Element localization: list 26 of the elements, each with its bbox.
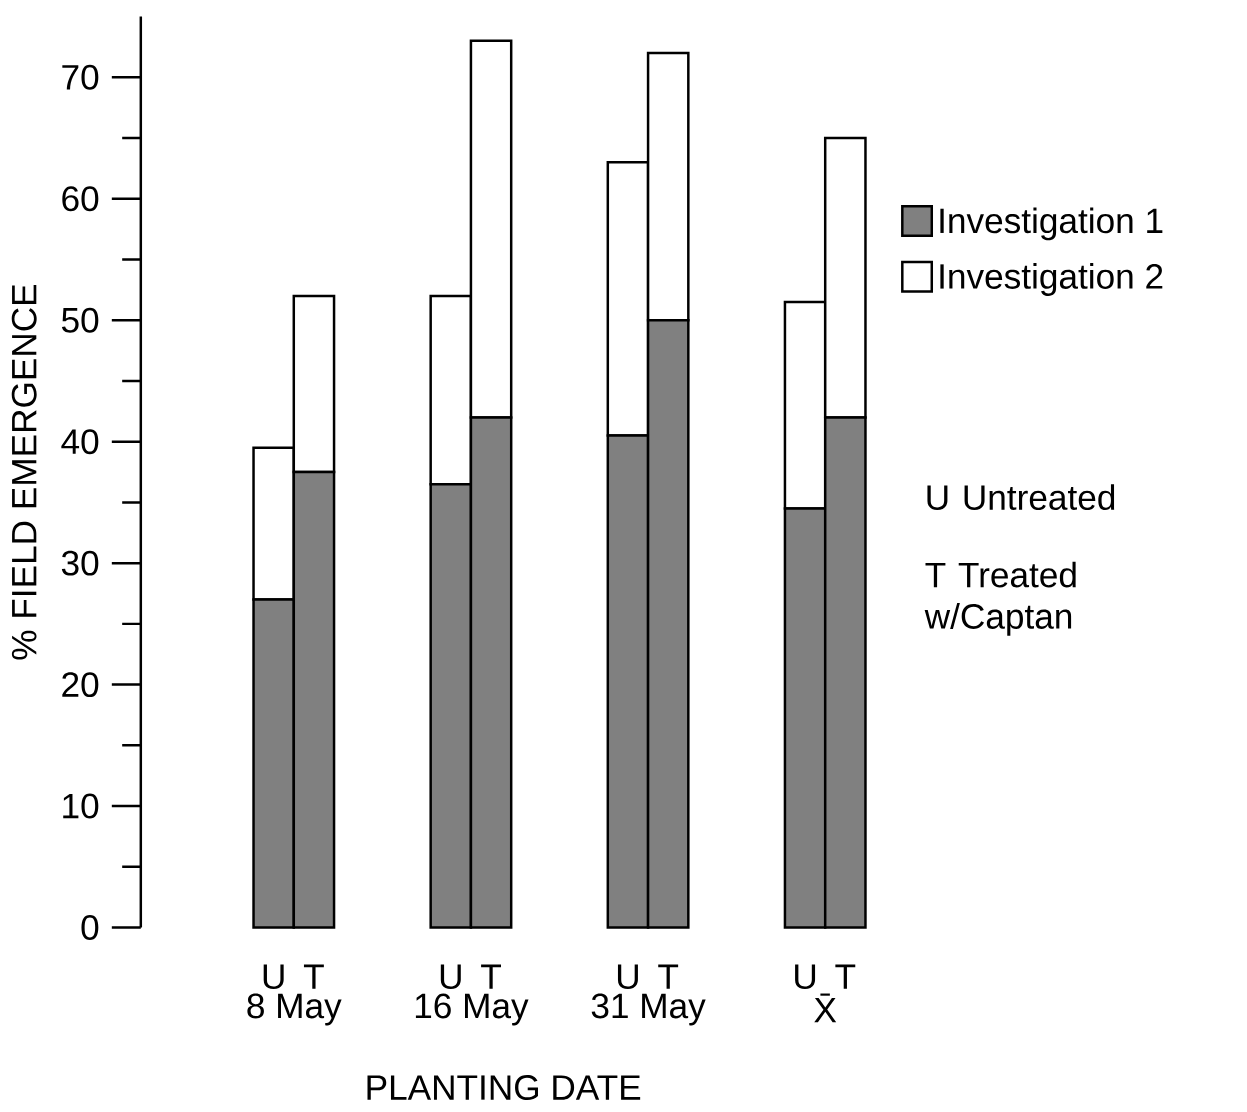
x-tick-label: U	[440, 964, 461, 990]
y-tick-label: 0	[81, 915, 99, 941]
y-tick-label: 40	[61, 429, 99, 455]
text: U Untreated	[927, 484, 1115, 511]
text: 31 May	[591, 993, 706, 1026]
x-tick-label: T	[658, 964, 679, 989]
y-tick-label: 30	[61, 550, 99, 576]
x-tick-label: T	[303, 964, 324, 989]
x-tick-label: U	[263, 964, 284, 990]
x-axis-title: PLANTING DATE	[367, 1075, 641, 1101]
x-tick-label: T	[835, 964, 856, 989]
x-tick-label: U	[795, 964, 816, 990]
text: T Treated w/Captan	[924, 561, 1076, 636]
y-tick-label: 10	[63, 793, 99, 819]
text: 16 May	[415, 993, 529, 1026]
text: X̄	[814, 993, 837, 1023]
text: 8 May	[247, 993, 342, 1026]
x-tick-label: T	[481, 964, 501, 989]
y-tick-label: 50	[61, 307, 99, 333]
legend-label: Investigation 2	[940, 263, 1163, 297]
y-tick-label: 60	[62, 186, 99, 212]
y-tick-label: 20	[62, 672, 99, 698]
legend-label: Investigation 1	[940, 207, 1163, 241]
y-tick-label: 70	[62, 64, 99, 90]
x-tick-label: U	[617, 964, 638, 990]
y-axis-title: % FIELD EMERGENCE	[11, 285, 37, 660]
